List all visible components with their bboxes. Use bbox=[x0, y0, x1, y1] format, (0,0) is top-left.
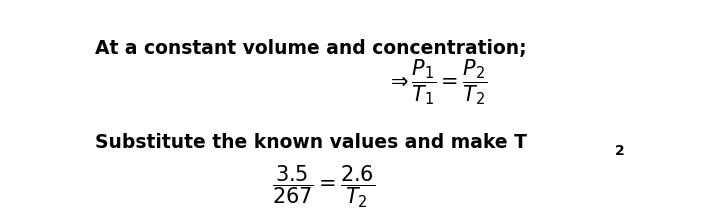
Text: $\Rightarrow\dfrac{P_1}{T_1} = \dfrac{P_2}{T_2}$: $\Rightarrow\dfrac{P_1}{T_1} = \dfrac{P_… bbox=[386, 58, 487, 107]
Text: $\dfrac{3.5}{267} = \dfrac{2.6}{T_2}$: $\dfrac{3.5}{267} = \dfrac{2.6}{T_2}$ bbox=[272, 164, 375, 210]
Text: 2: 2 bbox=[615, 144, 625, 157]
Text: Substitute the known values and make T: Substitute the known values and make T bbox=[95, 133, 527, 152]
Text: At a constant volume and concentration;: At a constant volume and concentration; bbox=[95, 39, 527, 58]
